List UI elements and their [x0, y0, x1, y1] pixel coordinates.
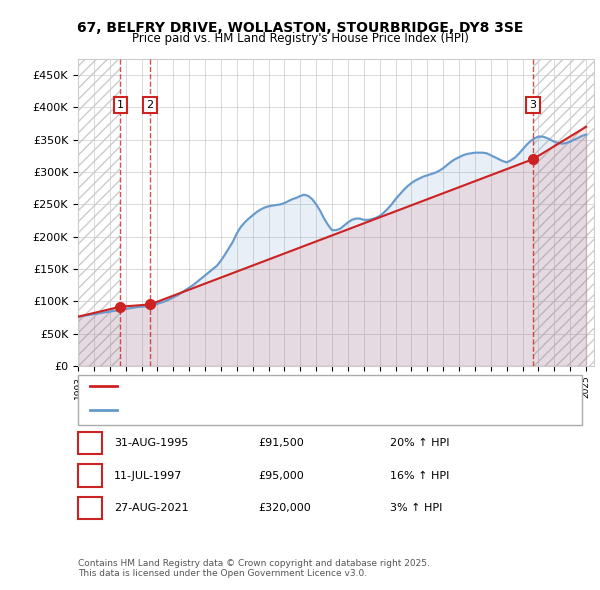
Text: Contains HM Land Registry data © Crown copyright and database right 2025.
This d: Contains HM Land Registry data © Crown c… [78, 559, 430, 578]
Text: 31-AUG-1995: 31-AUG-1995 [114, 438, 188, 448]
Text: £95,000: £95,000 [258, 471, 304, 480]
Text: 16% ↑ HPI: 16% ↑ HPI [390, 471, 449, 480]
Text: Price paid vs. HM Land Registry's House Price Index (HPI): Price paid vs. HM Land Registry's House … [131, 32, 469, 45]
Text: 67, BELFRY DRIVE, WOLLASTON, STOURBRIDGE, DY8 3SE: 67, BELFRY DRIVE, WOLLASTON, STOURBRIDGE… [77, 21, 523, 35]
Text: 2: 2 [86, 471, 94, 480]
Text: 3: 3 [530, 100, 536, 110]
Bar [533, 59, 594, 366]
Bar [533, 59, 594, 366]
Text: 11-JUL-1997: 11-JUL-1997 [114, 471, 182, 480]
Text: 1: 1 [86, 438, 94, 448]
Text: £320,000: £320,000 [258, 503, 311, 513]
Text: 2: 2 [146, 100, 154, 110]
Text: £91,500: £91,500 [258, 438, 304, 448]
Text: 1: 1 [117, 100, 124, 110]
Text: 20% ↑ HPI: 20% ↑ HPI [390, 438, 449, 448]
Bar [78, 59, 121, 366]
Text: 3% ↑ HPI: 3% ↑ HPI [390, 503, 442, 513]
Bar [78, 59, 121, 366]
Text: 3: 3 [86, 503, 94, 513]
Text: 27-AUG-2021: 27-AUG-2021 [114, 503, 188, 513]
Text: HPI: Average price, detached house, Dudley: HPI: Average price, detached house, Dudl… [123, 405, 353, 415]
Text: 67, BELFRY DRIVE, WOLLASTON, STOURBRIDGE, DY8 3SE (detached house): 67, BELFRY DRIVE, WOLLASTON, STOURBRIDGE… [123, 382, 516, 391]
